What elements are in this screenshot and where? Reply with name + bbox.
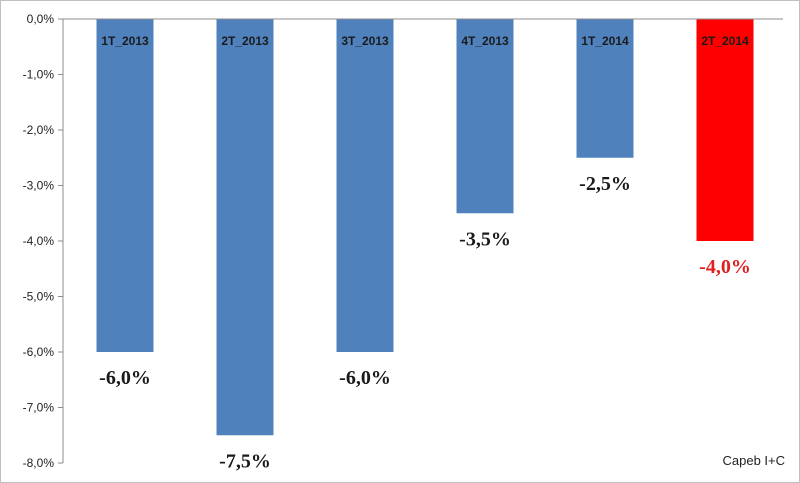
category-label: 3T_2013 [341,34,389,48]
bar-1T_2014 [576,19,634,158]
data-label: -2,5% [579,173,631,195]
data-label: -6,0% [339,367,391,389]
category-label: 1T_2013 [101,34,149,48]
y-tick-label: -8,0% [23,456,55,470]
category-label: 4T_2013 [461,34,509,48]
y-tick-label: -1,0% [23,68,55,82]
y-tick-label: -6,0% [23,345,55,359]
data-label: -7,5% [219,450,271,472]
bar-3T_2013 [336,19,394,352]
y-tick-label: -3,0% [23,179,55,193]
category-label: 2T_2014 [701,34,749,48]
source-note: Capeb I+C [722,453,785,468]
data-label: -3,5% [459,228,511,250]
bar-2T_2013 [216,19,274,436]
data-label: -6,0% [99,367,151,389]
y-tick-label: -4,0% [23,234,55,248]
bar-2T_2014 [696,19,754,241]
category-label: 1T_2014 [581,34,629,48]
category-label: 2T_2013 [221,34,269,48]
y-tick-label: -5,0% [23,290,55,304]
bar-4T_2013 [456,19,514,214]
y-tick-label: -7,0% [23,401,55,415]
data-label: -4,0% [699,256,751,278]
bar-1T_2013 [96,19,154,352]
y-tick-label: 0,0% [27,12,55,26]
y-tick-label: -2,0% [23,123,55,137]
